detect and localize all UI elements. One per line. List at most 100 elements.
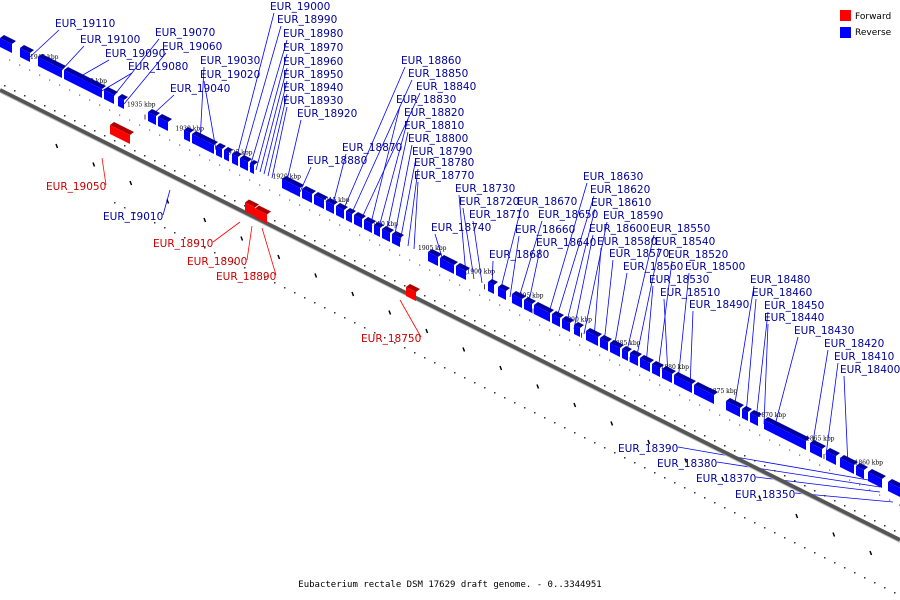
track-dot bbox=[494, 330, 496, 332]
reverse-gene-top bbox=[354, 212, 366, 219]
gene-label-lower: EUR_18370 bbox=[696, 473, 756, 485]
track-dot bbox=[834, 562, 836, 564]
track-dot bbox=[589, 349, 591, 351]
track-dot bbox=[429, 269, 431, 271]
reverse-gene-block bbox=[674, 375, 692, 393]
leader-line bbox=[733, 285, 755, 410]
track-dot bbox=[684, 425, 686, 427]
track-dot bbox=[384, 337, 386, 339]
reverse-gene-block bbox=[440, 258, 454, 274]
leader-line bbox=[755, 311, 769, 421]
track-dot bbox=[389, 249, 391, 251]
gene-label-reverse: EUR_18770 bbox=[414, 170, 474, 182]
track-dot bbox=[649, 379, 651, 381]
leader-line bbox=[255, 53, 288, 171]
gene-label-reverse: EUR_19100 bbox=[80, 34, 140, 46]
track-dot bbox=[44, 105, 46, 107]
reverse-gene-block bbox=[856, 466, 864, 479]
leader-line bbox=[573, 234, 594, 330]
leader-line bbox=[677, 272, 690, 382]
leader-line bbox=[399, 299, 422, 338]
track-dot bbox=[144, 217, 146, 219]
track-dot bbox=[794, 542, 796, 544]
leader-line bbox=[399, 157, 417, 243]
track-dot bbox=[184, 237, 186, 239]
reverse-gene-top bbox=[440, 255, 458, 265]
reverse-gene-top bbox=[364, 217, 376, 224]
track-dot bbox=[629, 369, 631, 371]
reverse-gene-top bbox=[600, 335, 612, 342]
track-dot bbox=[894, 530, 896, 532]
reverse-gene-block bbox=[456, 266, 466, 280]
track-dot bbox=[799, 454, 801, 456]
track-dot bbox=[464, 315, 466, 317]
track-dot bbox=[754, 522, 756, 524]
track-dot bbox=[294, 292, 296, 294]
reverse-gene-block bbox=[428, 252, 438, 266]
leader-line bbox=[203, 80, 217, 151]
gene-label-lower: EUR_18380 bbox=[657, 458, 717, 470]
track-dot bbox=[599, 354, 601, 356]
track-dot bbox=[634, 400, 636, 402]
leader-line bbox=[393, 144, 413, 240]
gene-label-reverse: EUR_18980 bbox=[283, 28, 343, 40]
reverse-gene-top bbox=[104, 87, 118, 95]
reverse-gene-block bbox=[694, 385, 714, 404]
reverse-gene-top bbox=[64, 67, 106, 89]
track-dot bbox=[519, 314, 521, 316]
track-dot bbox=[344, 255, 346, 257]
scale-tick bbox=[758, 495, 762, 500]
forward-gene-top bbox=[245, 199, 259, 208]
gene-label-reverse: EUR_18950 bbox=[283, 69, 343, 81]
gene-label-reverse: EUR_18930 bbox=[283, 95, 343, 107]
reverse-gene-top bbox=[742, 406, 752, 412]
leader-line bbox=[613, 272, 628, 350]
track-dot bbox=[119, 114, 121, 116]
gene-label-reverse: EUR_18460 bbox=[752, 287, 812, 299]
reverse-gene-top bbox=[498, 284, 510, 291]
track-dot bbox=[729, 419, 731, 421]
reverse-gene-block bbox=[364, 220, 372, 233]
leader-line bbox=[603, 259, 614, 345]
reverse-gene-top bbox=[826, 448, 840, 456]
reverse-gene-top bbox=[630, 350, 642, 357]
reverse-gene-top bbox=[856, 463, 868, 470]
gene-label-reverse: EUR_18610 bbox=[591, 197, 651, 209]
track-dot bbox=[359, 234, 361, 236]
track-dot bbox=[99, 104, 101, 106]
reverse-gene-block bbox=[148, 112, 156, 125]
scale-tick bbox=[462, 347, 466, 352]
leader-line bbox=[162, 189, 171, 216]
track-dot bbox=[534, 412, 536, 414]
track-dot bbox=[109, 109, 111, 111]
scale-tick bbox=[166, 199, 170, 204]
gene-label-reverse: EUR_18830 bbox=[396, 94, 456, 106]
track-dot bbox=[314, 240, 316, 242]
track-dot bbox=[329, 219, 331, 221]
track-dot bbox=[444, 367, 446, 369]
legend: Forward Reverse bbox=[840, 10, 892, 38]
reverse-gene-top bbox=[456, 263, 470, 271]
track-dot bbox=[789, 449, 791, 451]
gene-label-reverse: EUR_18480 bbox=[750, 274, 810, 286]
gene-label-reverse: EUR_19090 bbox=[105, 48, 165, 60]
track-dot bbox=[419, 264, 421, 266]
track-dot bbox=[494, 392, 496, 394]
reverse-gene-block bbox=[810, 443, 822, 458]
legend-reverse-label: Reverse bbox=[855, 28, 892, 38]
reverse-gene-top bbox=[336, 203, 348, 210]
reverse-gene-top bbox=[840, 455, 858, 465]
track-dot bbox=[619, 364, 621, 366]
track-dot bbox=[274, 220, 276, 222]
reverse-gene-block bbox=[382, 229, 390, 242]
leader-line bbox=[261, 227, 277, 276]
reverse-gene-top bbox=[184, 127, 194, 133]
track-dot bbox=[734, 450, 736, 452]
scale-tick bbox=[240, 236, 244, 241]
reverse-gene-top bbox=[374, 222, 384, 228]
reverse-gene-top bbox=[534, 302, 554, 313]
track-dot bbox=[894, 592, 896, 594]
gene-label-reverse: EUR_18810 bbox=[404, 120, 464, 132]
reverse-gene-top bbox=[282, 176, 304, 188]
